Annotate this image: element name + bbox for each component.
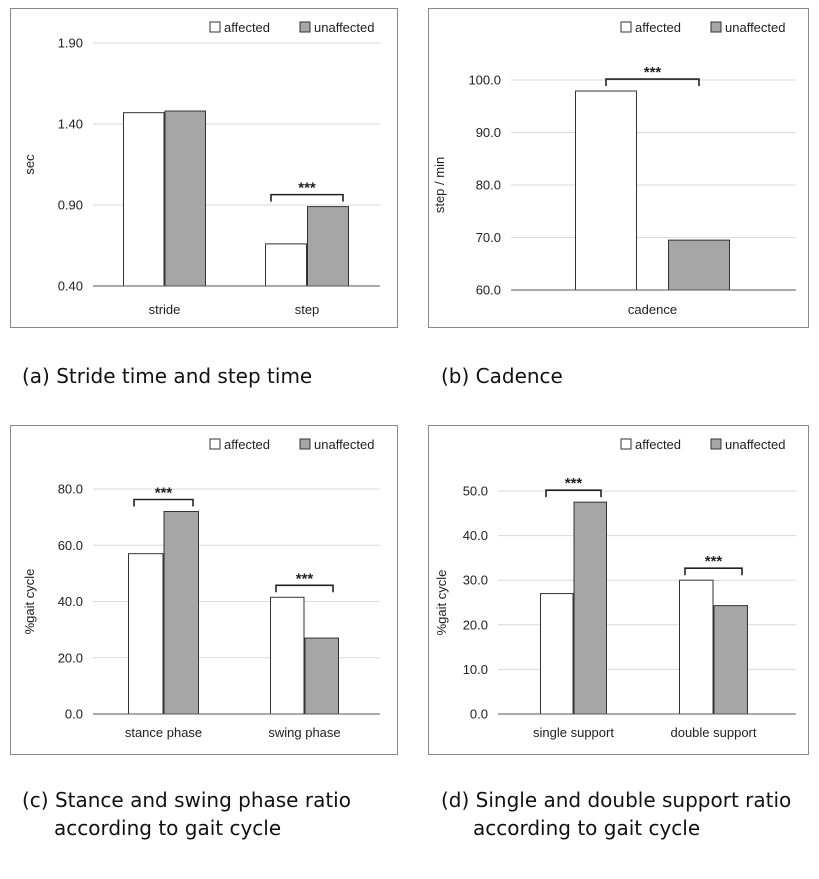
chart-svg: 0.40 0.90 1.40 1.90 sec stride step *** affected… xyxy=(10,8,398,328)
chart-svg: 0.0 10.0 20.0 30.0 40.0 50.0 %gait cycle single… xyxy=(428,425,809,755)
caption-line: (a) Stride time and step time xyxy=(22,364,313,388)
y-tick-label: 100.0 xyxy=(468,73,501,88)
bar-affected xyxy=(270,596,305,715)
legend-swatch-unaffected xyxy=(299,438,311,450)
bar-unaffected xyxy=(713,605,748,715)
y-tick-label: 1.40 xyxy=(58,117,83,132)
caption-line: (b) Cadence xyxy=(441,364,563,388)
legend-swatch-unaffected xyxy=(299,21,311,33)
legend-label-affected: affected xyxy=(224,20,270,35)
y-axis-label: %gait cycle xyxy=(434,570,449,636)
legend-swatch-unaffected xyxy=(710,21,722,33)
y-tick-label: 90.0 xyxy=(476,125,501,140)
legend-label-unaffected: unaffected xyxy=(725,20,785,35)
legend-swatch-affected xyxy=(209,21,221,33)
category-label: step xyxy=(295,302,320,317)
y-axis-label: %gait cycle xyxy=(22,569,37,635)
legend-swatch-unaffected xyxy=(710,438,722,450)
y-tick-label: 30.0 xyxy=(463,573,488,588)
category-label: single support xyxy=(533,725,614,740)
y-tick-label: 0.0 xyxy=(65,707,83,722)
caption-d: (d) Single and double support ratio acco… xyxy=(441,786,811,842)
y-tick-label: 0.90 xyxy=(58,198,83,213)
chart-panel-support: 0.0 10.0 20.0 30.0 40.0 50.0 %gait cycle single… xyxy=(428,425,809,755)
y-tick-label: 80.0 xyxy=(476,178,501,193)
chart-svg: 0.0 20.0 40.0 60.0 80.0 %gait cycle stance pha… xyxy=(10,425,398,755)
y-tick-label: 20.0 xyxy=(463,617,488,632)
significance-bracket xyxy=(133,498,194,507)
chart-panel-stance-swing: 0.0 20.0 40.0 60.0 80.0 %gait cycle stance pha… xyxy=(10,425,398,755)
y-tick-label: 40.0 xyxy=(463,528,488,543)
significance-marker: *** xyxy=(296,570,314,587)
significance-bracket xyxy=(270,193,344,202)
y-tick-label: 60.0 xyxy=(476,283,501,298)
y-tick-label: 70.0 xyxy=(476,230,501,245)
category-label: swing phase xyxy=(268,725,340,740)
significance-marker: *** xyxy=(298,180,316,197)
bar-unaffected xyxy=(163,511,199,715)
legend-swatch-affected xyxy=(209,438,221,450)
legend-label-unaffected: unaffected xyxy=(314,20,374,35)
caption-line-2: according to gait cycle xyxy=(54,816,282,840)
y-tick-label: 0.0 xyxy=(470,707,488,722)
y-tick-label: 50.0 xyxy=(463,484,488,499)
bar-unaffected xyxy=(164,110,206,287)
bar-affected xyxy=(575,90,637,291)
significance-bracket xyxy=(684,567,743,576)
y-tick-label: 60.0 xyxy=(58,538,83,553)
category-label: cadence xyxy=(628,302,677,317)
y-tick-label: 10.0 xyxy=(463,662,488,677)
caption-line-2: according to gait cycle xyxy=(473,816,701,840)
y-tick-label: 40.0 xyxy=(58,594,83,609)
category-label: double support xyxy=(670,725,756,740)
significance-marker: *** xyxy=(155,485,173,502)
significance-bracket xyxy=(275,584,334,593)
caption-line: (c) Stance and swing phase ratio xyxy=(22,788,351,812)
legend-label-unaffected: unaffected xyxy=(725,437,785,452)
bar-affected xyxy=(540,593,574,715)
y-tick-label: 0.40 xyxy=(58,279,83,294)
caption-a: (a) Stride time and step time xyxy=(22,362,312,390)
bar-unaffected xyxy=(668,239,730,291)
chart-svg: 60.0 70.0 80.0 90.0 100.0 step / min cadence **… xyxy=(428,8,809,328)
legend-label-unaffected: unaffected xyxy=(314,437,374,452)
chart-panel-stride-step: 0.40 0.90 1.40 1.90 sec stride step *** affected… xyxy=(10,8,398,328)
caption-b: (b) Cadence xyxy=(441,362,563,390)
legend-label-affected: affected xyxy=(635,437,681,452)
y-tick-label: 1.90 xyxy=(58,36,83,51)
chart-frame xyxy=(10,425,398,755)
chart-panel-cadence: 60.0 70.0 80.0 90.0 100.0 step / min cadence **… xyxy=(428,8,809,328)
significance-bracket xyxy=(605,78,700,87)
y-tick-label: 80.0 xyxy=(58,482,83,497)
y-axis-label: sec xyxy=(22,154,37,175)
legend-swatch-affected xyxy=(620,438,632,450)
legend-swatch-affected xyxy=(620,21,632,33)
significance-marker: *** xyxy=(565,475,583,492)
significance-marker: *** xyxy=(705,553,723,570)
significance-bracket xyxy=(545,489,602,498)
bar-unaffected xyxy=(304,637,339,715)
bar-affected xyxy=(679,579,714,715)
legend-label-affected: affected xyxy=(224,437,270,452)
bar-affected xyxy=(265,243,307,287)
category-label: stance phase xyxy=(125,725,202,740)
y-axis-label: step / min xyxy=(432,157,447,213)
y-tick-label: 20.0 xyxy=(58,650,83,665)
significance-marker: *** xyxy=(644,64,662,81)
bar-affected xyxy=(123,112,165,287)
bar-unaffected xyxy=(573,501,607,715)
category-label: stride xyxy=(149,302,181,317)
bar-affected xyxy=(128,553,164,715)
bar-unaffected xyxy=(307,206,349,287)
caption-line: (d) Single and double support ratio xyxy=(441,788,792,812)
legend-label-affected: affected xyxy=(635,20,681,35)
caption-c: (c) Stance and swing phase ratio accordi… xyxy=(22,786,402,842)
chart-frame xyxy=(428,425,809,755)
